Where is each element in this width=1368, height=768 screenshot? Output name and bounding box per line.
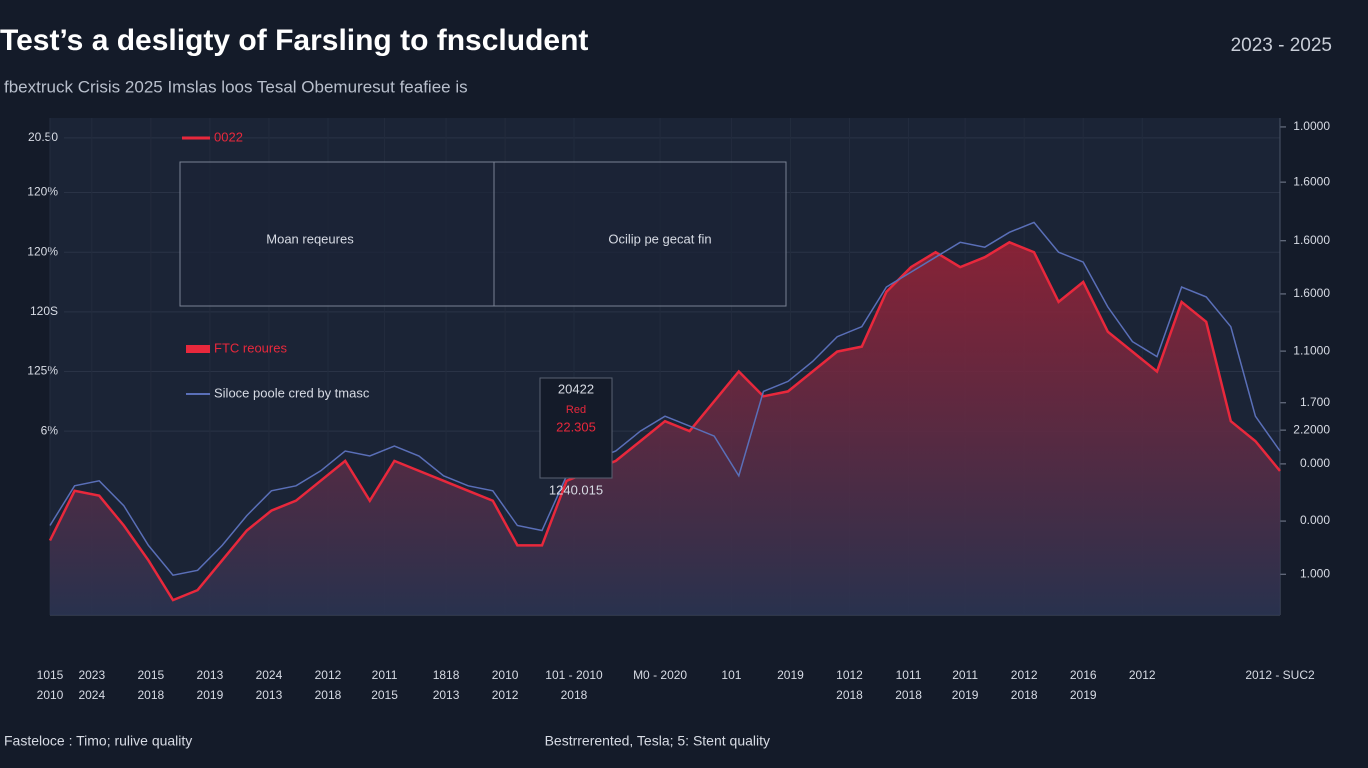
- y2-tick-label: 0.000: [1300, 456, 1330, 470]
- y-tick-label: 120S: [30, 304, 58, 318]
- footer-left: Fasteloce : Timo; rulive quality: [4, 733, 192, 749]
- y2-tick-label: 1.700: [1300, 395, 1330, 409]
- y-tick-label: 120%: [27, 185, 58, 199]
- box-label: Ocilip pe gecat fin: [608, 231, 711, 246]
- x-tick-label-lower: 2018: [895, 688, 922, 702]
- x-tick-label-lower: 2010: [37, 688, 64, 702]
- x-tick-label: 2013: [197, 668, 224, 682]
- subtitle: fbextruck Crisis 2025 Imslas loos Tesal …: [4, 77, 468, 96]
- annotation-box: [539, 377, 613, 479]
- plot: 20.50 120% 120% 120S 125% 6% 1.0000 1.6000 1.600…: [27, 118, 1330, 702]
- legend-label: Siloce poole cred by tmasc: [214, 385, 370, 400]
- x-tick-label-lower: 2024: [78, 688, 105, 702]
- y-tick-label: 120%: [27, 244, 58, 258]
- y2-tick-label: 1.0000: [1293, 119, 1330, 133]
- x-tick-label-lower: 2018: [561, 688, 588, 702]
- series-area: [50, 242, 1280, 616]
- chart-title: Test’s a desligty of Farsling to fnsclud…: [0, 24, 588, 57]
- date-range: 2023 - 2025: [1231, 35, 1332, 56]
- annotation-year: 20422: [558, 381, 594, 396]
- x-tick-label-lower: 2013: [256, 688, 283, 702]
- x-tick-label: 2023: [78, 668, 105, 682]
- series-line: [48, 240, 1281, 602]
- annotation-value: 22.305: [556, 419, 596, 434]
- y2-tick-label: 1.6000: [1293, 233, 1330, 247]
- box-label: Moan reqeures: [266, 231, 354, 246]
- x-tick-label-lower: 2018: [836, 688, 863, 702]
- annotation-lower: 1240.015: [549, 482, 603, 497]
- x-tick-label: 2012: [1011, 668, 1038, 682]
- x-tick-label-lower: 2019: [1070, 688, 1097, 702]
- info-box: [179, 161, 787, 307]
- x-tick-label: 2010: [492, 668, 519, 682]
- x-tick-label: 2012: [1129, 668, 1156, 682]
- x-tick-label: 101: [721, 668, 741, 682]
- x-tick-label: 1012: [836, 668, 863, 682]
- legend-label: 0022: [214, 129, 243, 144]
- legend-label: FTC reoures: [214, 340, 287, 355]
- x-tick-label-lower: 2018: [1011, 688, 1038, 702]
- y2-tick-label: 2.2000: [1293, 422, 1330, 436]
- annotation-tag: Red: [566, 404, 586, 416]
- footer-right: Bestrrerented, Tesla; 5: Stent quality: [545, 733, 770, 749]
- x-tick-label-lower: 2013: [433, 688, 460, 702]
- y2-tick-label: 1.000: [1300, 566, 1330, 580]
- x-tick-label: 2012 - SUC2: [1245, 668, 1315, 682]
- x-tick-label: 2015: [138, 668, 165, 682]
- x-tick-label: 101 - 2010: [545, 668, 603, 682]
- y2-tick-label: 0.000: [1300, 513, 1330, 527]
- x-tick-label: 1015: [37, 668, 64, 682]
- x-tick-label: 1818: [433, 668, 460, 682]
- y-tick-label: 125%: [27, 364, 58, 378]
- x-tick-label: 2011: [952, 668, 978, 682]
- x-tick-label-lower: 2019: [197, 688, 224, 702]
- x-tick-label: 2012: [315, 668, 342, 682]
- y-tick-label: 6%: [41, 423, 59, 437]
- x-tick-label-lower: 2015: [371, 688, 398, 702]
- x-tick-label: 2024: [256, 668, 283, 682]
- x-tick-label-lower: 2018: [315, 688, 342, 702]
- y2-tick-label: 1.1000: [1293, 343, 1330, 357]
- x-tick-label: 2011: [372, 668, 398, 682]
- x-tick-label: 2016: [1070, 668, 1097, 682]
- y2-tick-label: 1.6000: [1293, 174, 1330, 188]
- x-tick-label: M0 - 2020: [633, 668, 687, 682]
- x-tick-label-lower: 2012: [492, 688, 519, 702]
- x-tick-label-lower: 2019: [952, 688, 979, 702]
- y-tick-label: 20.50: [28, 130, 58, 144]
- x-tick-label: 1011: [896, 668, 922, 682]
- series-line: [49, 221, 1281, 577]
- legend-swatch: [186, 345, 210, 353]
- x-tick-label: 2019: [777, 668, 804, 682]
- y2-tick-label: 1.6000: [1293, 286, 1330, 300]
- x-tick-label-lower: 2018: [138, 688, 165, 702]
